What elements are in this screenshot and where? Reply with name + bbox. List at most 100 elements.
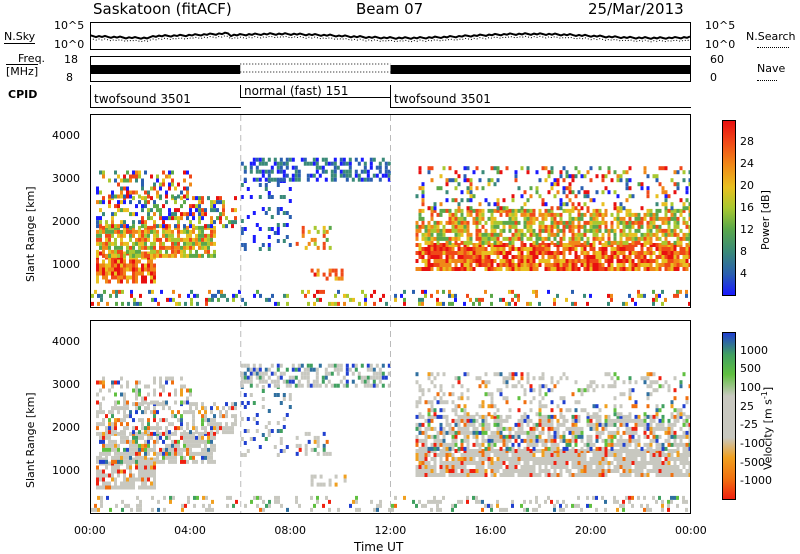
echo-cell <box>679 412 683 417</box>
echo-cell <box>466 396 470 401</box>
echo-cell <box>622 247 626 251</box>
echo-cell <box>150 245 153 250</box>
echo-cell <box>553 434 557 439</box>
echo-cell <box>682 372 686 377</box>
echo-cell <box>445 422 449 427</box>
echo-cell <box>673 469 677 473</box>
echo-cell <box>652 380 656 385</box>
echo-cell <box>556 426 560 431</box>
echo-cell <box>622 251 626 255</box>
echo-cell <box>655 194 659 199</box>
echo-cell <box>562 251 566 255</box>
echo-cell <box>526 473 530 477</box>
echo-cell <box>649 453 653 457</box>
echo-cell <box>150 431 153 436</box>
echo-cell <box>505 255 509 259</box>
echo-cell <box>297 169 301 174</box>
echo-cell <box>291 177 295 182</box>
echo-cell <box>640 206 644 211</box>
echo-cell <box>378 379 382 384</box>
echo-cell <box>228 220 231 225</box>
echo-cell <box>475 449 479 453</box>
echo-cell <box>192 431 195 436</box>
echo-cell <box>682 453 686 457</box>
echo-cell <box>123 410 126 415</box>
echo-cell <box>508 208 512 213</box>
echo-cell <box>526 442 530 447</box>
echo-cell <box>574 243 578 247</box>
echo-cell <box>379 297 382 302</box>
echo-cell <box>583 408 587 413</box>
echo-cell <box>607 465 611 469</box>
echo-cell <box>150 400 153 405</box>
echo-cell <box>523 469 527 473</box>
echo-cell <box>105 459 108 464</box>
echo-cell <box>490 446 494 451</box>
echo-cell <box>634 380 638 385</box>
echo-cell <box>583 224 587 229</box>
echo-cell <box>183 384 186 389</box>
echo-cell <box>316 289 319 294</box>
echo-cell <box>496 422 500 427</box>
echo-cell <box>216 422 219 427</box>
echo-cell <box>511 243 515 247</box>
echo-cell <box>598 224 602 229</box>
echo-cell <box>99 402 102 407</box>
echo-cell <box>427 228 431 233</box>
echo-cell <box>682 263 686 267</box>
echo-cell <box>276 223 280 227</box>
echo-cell <box>207 253 210 258</box>
echo-cell <box>126 275 129 280</box>
echo-cell <box>366 169 370 174</box>
echo-cell <box>649 372 653 377</box>
echo-cell <box>222 212 225 217</box>
echo-cell <box>562 453 566 457</box>
echo-cell <box>168 253 171 258</box>
echo-cell <box>436 442 440 447</box>
echo-cell <box>430 267 434 271</box>
echo-cell <box>180 455 183 460</box>
echo-cell <box>261 173 265 178</box>
echo-cell <box>168 216 171 221</box>
echo-cell <box>625 461 629 465</box>
echo-cell <box>466 251 470 255</box>
echo-cell <box>123 229 126 234</box>
echo-cell <box>673 408 677 413</box>
echo-cell <box>264 161 268 166</box>
echo-cell <box>592 212 596 217</box>
echo-cell <box>493 243 497 247</box>
echo-cell <box>643 414 647 419</box>
echo-cell <box>541 469 545 473</box>
echo-cell <box>625 232 629 237</box>
echo-cell <box>183 447 186 452</box>
echo-cell <box>496 457 500 461</box>
echo-cell <box>153 229 156 234</box>
echo-cell <box>243 441 247 445</box>
echo-cell <box>556 263 560 267</box>
echo-cell <box>454 263 458 267</box>
echo-cell <box>460 392 464 397</box>
echo-cell <box>679 247 683 251</box>
echo-cell <box>559 457 563 461</box>
echo-cell <box>270 177 274 182</box>
echo-cell <box>670 404 674 409</box>
echo-cell <box>685 418 689 423</box>
echo-cell <box>267 429 271 433</box>
echo-cell <box>421 182 425 187</box>
echo-cell <box>610 243 614 247</box>
echo-cell <box>568 247 572 251</box>
echo-cell <box>676 216 680 221</box>
echo-cell <box>430 224 434 229</box>
echo-cell <box>526 438 530 443</box>
echo-cell <box>451 216 455 221</box>
echo-cell <box>457 449 461 453</box>
echo-cell <box>598 220 602 225</box>
echo-cell <box>96 481 99 486</box>
echo-cell <box>454 503 457 508</box>
echo-cell <box>114 443 117 448</box>
echo-cell <box>117 208 120 213</box>
echo-cell <box>577 449 581 453</box>
echo-cell <box>421 297 424 302</box>
echo-cell <box>625 267 629 271</box>
echo-cell <box>466 426 470 431</box>
